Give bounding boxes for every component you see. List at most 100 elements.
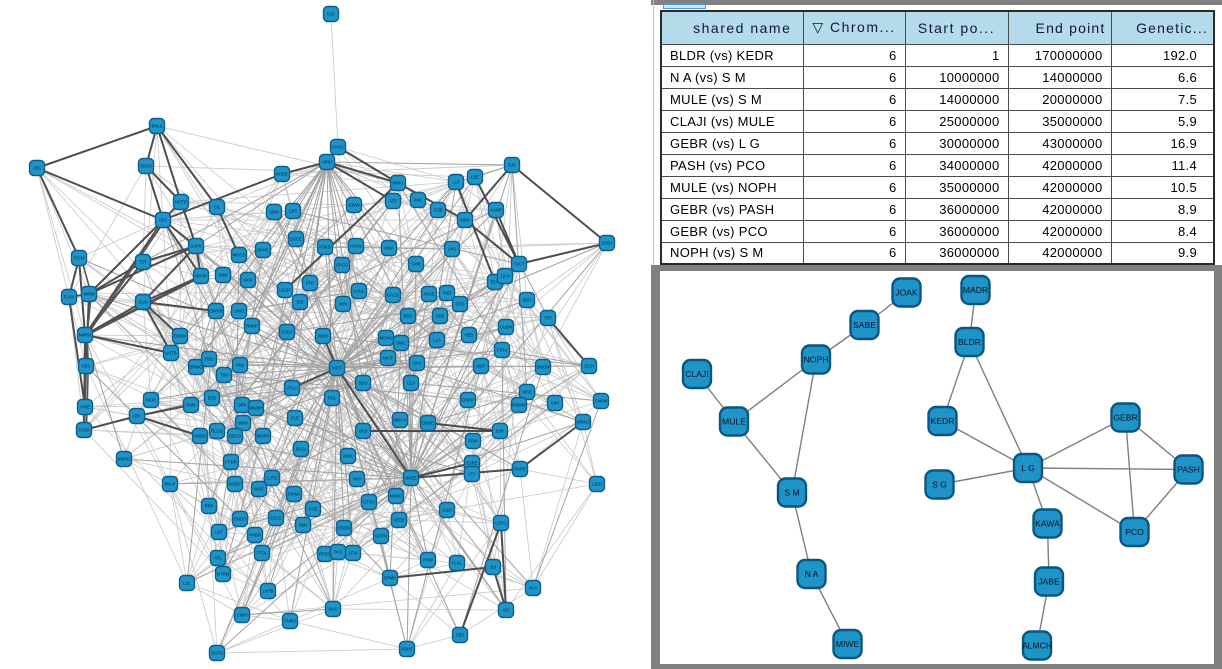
svg-text:ATE: ATE [389,199,397,204]
svg-text:KKW: KKW [243,278,253,283]
svg-text:TDCT: TDCT [513,262,525,267]
svg-text:PNBN: PNBN [249,533,261,538]
svg-text:RLOG: RLOG [211,429,223,434]
svg-text:GUTB: GUTB [211,651,223,656]
svg-text:GPPN: GPPN [375,534,387,539]
svg-text:N A: N A [805,569,819,579]
svg-text:USTB: USTB [165,351,176,356]
svg-text:SJC: SJC [327,12,335,17]
svg-text:BRWO: BRWO [190,365,204,370]
svg-text:PCO: PCO [1125,527,1144,537]
svg-text:WNKO: WNKO [576,420,590,425]
svg-text:OPHC: OPHC [257,248,269,253]
svg-text:LJIC: LJIC [289,209,298,214]
svg-text:BCGI: BCGI [296,447,306,452]
svg-text:FNRO: FNRO [284,619,297,624]
svg-text:BJR: BJR [496,429,504,434]
svg-text:OAGC: OAGC [332,145,344,150]
svg-text:FPDR: FPDR [225,460,236,465]
svg-text:MNIU: MNIU [393,181,404,186]
svg-text:WUI: WUI [359,429,367,434]
svg-text:FLRA: FLRA [64,295,75,300]
svg-text:FRM: FRM [468,439,478,444]
svg-text:WIN: WIN [339,302,347,307]
svg-text:JNGE: JNGE [423,292,434,297]
svg-text:NKJT: NKJT [383,356,394,361]
svg-text:FLKL: FLKL [452,561,463,566]
svg-text:TDT: TDT [139,260,148,265]
svg-text:ANL: ANL [236,363,245,368]
svg-text:WUBH: WUBH [250,406,263,411]
svg-text:CFBK: CFBK [78,428,89,433]
svg-text:KAWA: KAWA [1035,519,1060,529]
svg-text:SNM: SNM [218,273,228,278]
svg-text:MIWE: MIWE [836,639,860,649]
svg-text:DDON: DDON [174,334,186,339]
svg-text:NMRH: NMRH [79,333,92,338]
svg-text:LNS: LNS [448,247,456,252]
svg-text:SEDE: SEDE [393,518,405,523]
svg-text:KES: KES [82,364,91,369]
svg-text:DBCO: DBCO [229,434,242,439]
svg-text:PHW: PHW [423,558,433,563]
svg-text:SDO: SDO [522,298,532,303]
svg-text:ARIH: ARIH [322,160,332,165]
svg-text:EPMK: EPMK [384,576,396,581]
svg-text:RNHP: RNHP [246,324,258,329]
svg-text:UMA: UMA [384,246,394,251]
svg-text:BKEE: BKEE [405,476,416,481]
svg-text:KEDR: KEDR [931,416,955,426]
svg-text:NOPH: NOPH [804,355,829,365]
svg-text:ECR: ECR [491,280,500,285]
svg-text:ORK: ORK [237,403,246,408]
svg-text:KMHD: KMHD [118,457,130,462]
svg-text:SIJ: SIJ [503,608,509,613]
svg-text:BLDR: BLDR [958,337,981,347]
svg-text:CIL: CIL [214,205,221,210]
svg-text:PKPE: PKPE [514,467,525,472]
svg-text:IJAU: IJAU [412,361,421,366]
svg-text:FICM: FICM [74,256,85,261]
svg-text:IUIH: IUIH [551,401,559,406]
svg-text:HLA: HLA [529,586,537,591]
svg-text:HJDN: HJDN [350,244,361,249]
svg-text:NKWC: NKWC [390,494,403,499]
svg-text:ANGP: ANGP [194,434,206,439]
svg-text:NPHP: NPHP [195,274,207,279]
svg-text:CNPM: CNPM [595,399,608,404]
svg-text:ISEI: ISEI [456,633,464,638]
svg-text:IKDT: IKDT [332,366,342,371]
svg-text:WJBP: WJBP [229,482,241,487]
svg-text:KIUK: KIUK [146,398,156,403]
svg-text:SWBM: SWBM [536,365,550,370]
svg-text:TIM: TIM [220,373,228,378]
svg-text:UUDN: UUDN [500,325,512,330]
svg-text:PSM: PSM [186,403,196,408]
svg-text:RPDS: RPDS [319,552,331,557]
svg-text:JOAK: JOAK [895,288,918,298]
svg-text:DGDN: DGDN [338,526,350,531]
svg-text:LLA: LLA [433,338,441,343]
svg-text:EID: EID [297,300,304,305]
svg-text:DRE: DRE [436,314,445,319]
svg-text:WSE: WSE [522,390,532,395]
svg-text:JTBU: JTBU [204,357,214,362]
svg-text:ILWW: ILWW [348,203,359,208]
svg-text:FTO: FTO [306,281,315,286]
svg-text:GTSA: GTSA [363,500,375,505]
svg-text:PCL: PCL [328,396,337,401]
svg-text:INWL: INWL [343,454,354,459]
svg-text:WGRT: WGRT [257,434,270,439]
svg-text:OWC: OWC [396,341,406,346]
svg-text:TRF: TRF [544,316,553,321]
svg-text:CDLS: CDLS [270,516,281,521]
svg-text:CLA: CLA [407,381,415,386]
svg-text:UNIO: UNIO [234,309,245,314]
svg-text:MDK: MDK [460,218,470,223]
svg-text:MULE: MULE [722,417,746,427]
svg-text:WMW: WMW [83,292,94,297]
svg-text:SDDJ: SDDJ [602,241,613,246]
svg-text:JJLH: JJLH [500,274,510,279]
svg-text:AAMR: AAMR [490,208,502,213]
svg-text:MGNU: MGNU [380,336,393,341]
